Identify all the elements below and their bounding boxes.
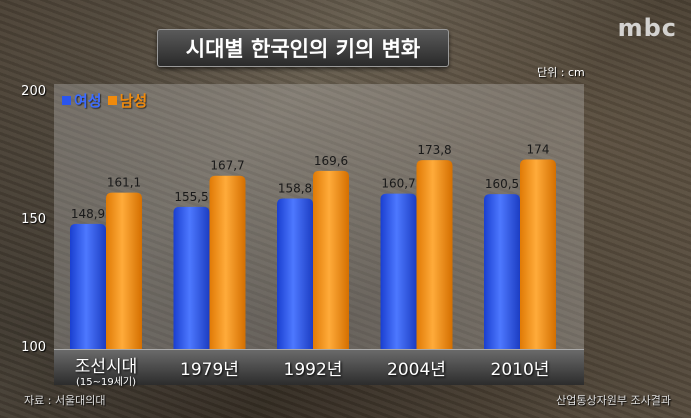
data-label-female: 158,8 <box>278 181 312 195</box>
legend-item-male: 남성 <box>107 90 148 111</box>
bar-female <box>277 198 313 349</box>
x-category-label: 2010년 <box>470 355 570 380</box>
data-label-female: 160,5 <box>485 177 519 191</box>
x-category-label: 2004년 <box>367 355 467 380</box>
x-category-name: 1992년 <box>283 360 343 380</box>
chart-title: 시대별 한국인의 키의 변화 <box>185 37 421 61</box>
legend: 여성 남성 <box>62 90 153 111</box>
x-category-name: 조선시대 <box>74 357 138 377</box>
bar-female <box>70 223 106 349</box>
x-category-label: 1979년 <box>160 355 260 380</box>
data-label-male: 174 <box>527 143 550 157</box>
x-category-label: 조선시대 (15~19세기) <box>56 352 156 389</box>
legend-swatch-female <box>62 96 71 105</box>
bar-male <box>106 192 142 349</box>
bar-male <box>520 159 556 349</box>
data-label-male: 161,1 <box>107 176 141 190</box>
bar-female <box>380 193 417 349</box>
bar-male <box>416 160 453 349</box>
x-category-label: 1992년 <box>263 355 363 380</box>
bar-male <box>209 175 246 349</box>
legend-label-male: 남성 <box>119 92 148 110</box>
x-category-name: 1979년 <box>180 360 239 380</box>
data-label-female: 155,5 <box>174 190 208 204</box>
bar-female <box>173 206 210 349</box>
x-category-name: 2004년 <box>387 360 446 380</box>
bar-male <box>313 170 349 349</box>
source-note-right: 산업통상자원부 조사결과 <box>556 394 671 407</box>
legend-item-female: 여성 <box>62 90 102 111</box>
y-tick-label: 150 <box>21 212 46 227</box>
x-category-name: 2010년 <box>490 360 550 380</box>
bar-female <box>484 194 520 349</box>
x-category-sublabel: (15~19세기) <box>75 377 137 388</box>
broadcaster-logo: mbc <box>617 14 677 42</box>
data-label-male: 169,6 <box>314 154 348 168</box>
y-tick-label: 100 <box>21 340 46 355</box>
legend-label-female: 여성 <box>74 92 102 110</box>
y-tick-label: 200 <box>21 84 46 99</box>
data-label-female: 148,9 <box>71 207 105 221</box>
source-note-left: 자료 : 서울대의대 <box>24 394 106 407</box>
chart-title-box: 시대별 한국인의 키의 변화 <box>157 29 449 67</box>
data-label-male: 173,8 <box>417 143 451 157</box>
legend-swatch-male <box>107 96 117 105</box>
data-label-male: 167,7 <box>210 159 244 173</box>
unit-label: 단위 : cm <box>537 66 585 79</box>
data-label-female: 160,7 <box>381 177 415 191</box>
x-axis-band <box>54 349 584 385</box>
